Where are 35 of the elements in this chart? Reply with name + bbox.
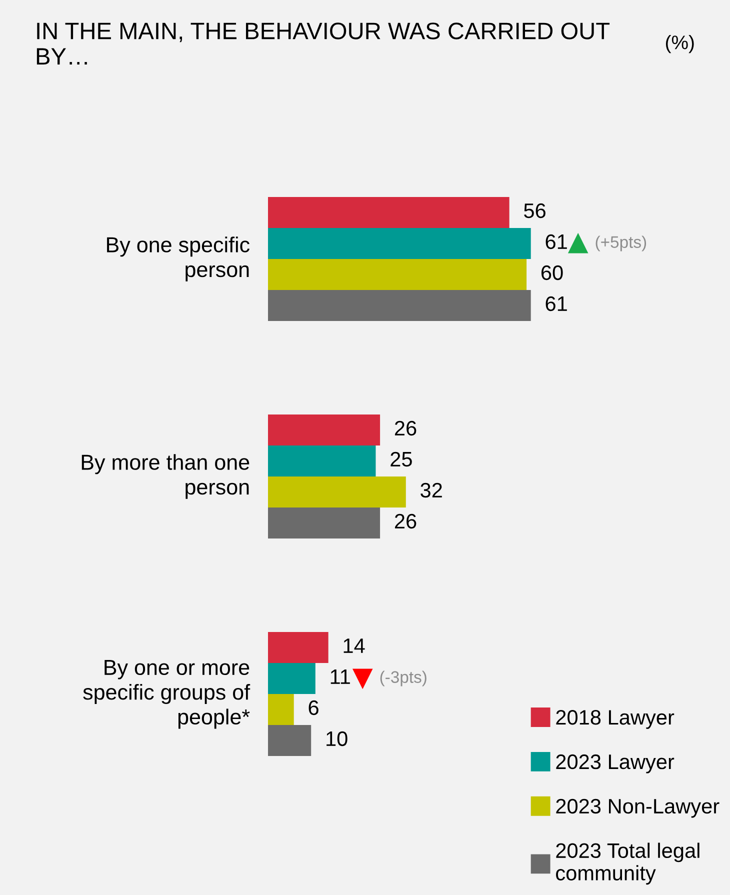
data-label: 61: [546, 296, 567, 312]
y-tick-label: By more than one person: [82, 454, 250, 499]
data-label: 14: [344, 638, 365, 653]
data-label: 25: [390, 452, 412, 467]
data-label: 61: [546, 234, 567, 250]
legend-label: 2023 Non-Lawyer: [556, 798, 720, 818]
bar: [268, 259, 527, 290]
annotation: (-3pts): [380, 670, 426, 686]
data-label: 26: [394, 514, 416, 529]
data-label: 10: [326, 731, 348, 746]
bar: [268, 228, 531, 259]
data-label: 32: [420, 482, 442, 498]
data-label: 56: [524, 203, 546, 218]
y-tick-label: By one or more specific groups of people*: [83, 660, 250, 729]
legend-label: 2023 Total legal community: [556, 842, 700, 885]
bar: [268, 414, 380, 446]
data-label: 11: [330, 670, 350, 684]
text: (%): [666, 35, 694, 54]
legend-label: 2023 Lawyer: [556, 754, 674, 774]
y-tick-label: By one specific person: [107, 236, 250, 282]
data-label: 60: [541, 265, 563, 280]
bar: [268, 694, 294, 725]
bar: [268, 290, 531, 321]
bar: [268, 724, 312, 756]
bar: [268, 507, 380, 538]
bar: [268, 197, 510, 228]
bar: [268, 632, 328, 664]
data-label: 6: [308, 700, 318, 716]
bar: [268, 476, 406, 508]
chart-title: IN THE MAIN, THE BEHAVIOUR WAS CARRIED OUT BY…: [36, 22, 610, 65]
text: (+5pts): [596, 236, 646, 252]
bar: [268, 663, 316, 694]
legend-label: 2018 Lawyer: [556, 710, 674, 729]
bar: [268, 446, 376, 476]
data-label: 26: [394, 420, 416, 436]
